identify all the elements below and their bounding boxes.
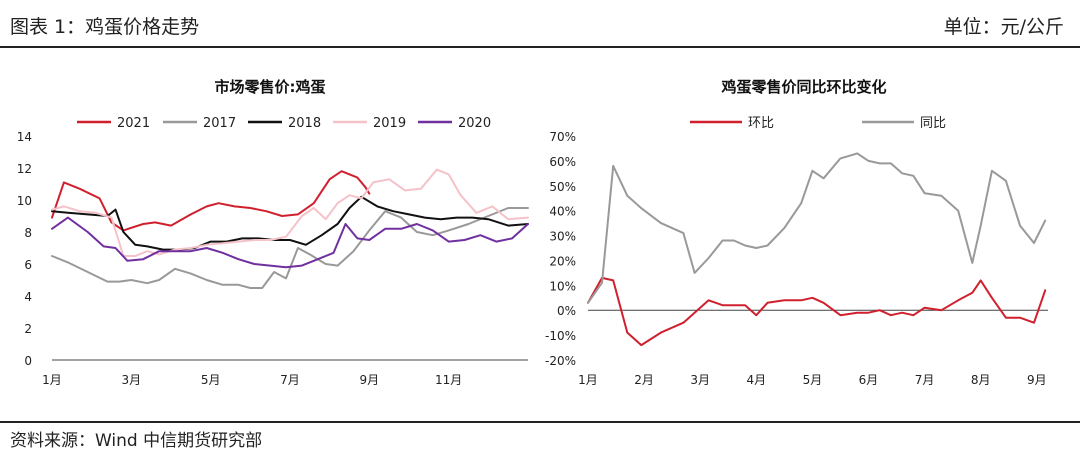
series-line-同比 bbox=[587, 152, 1047, 304]
chart-retail-price: 市场零售价:鸡蛋 2021 2017 2018 2019 2020 0 2 4 6 8 10 12 14 1… bbox=[17, 78, 529, 387]
y-tick-label-4: 8 bbox=[24, 226, 32, 240]
y-tick-label-7: 14 bbox=[17, 130, 32, 144]
x-tick-label-2: 3月 bbox=[690, 373, 710, 387]
x-tick-label-5: 6月 bbox=[859, 373, 879, 387]
x-tick-label-1: 2月 bbox=[634, 373, 654, 387]
series-line-2020 bbox=[51, 216, 529, 269]
x-tick-label-0: 1月 bbox=[42, 373, 62, 387]
x-tick-label-7: 8月 bbox=[971, 373, 991, 387]
legend-label-0: 2021 bbox=[117, 116, 150, 131]
y-tick-label-1: 2 bbox=[24, 322, 32, 336]
series-line-2021 bbox=[51, 170, 371, 232]
y-tick-label-6: 40% bbox=[549, 205, 576, 219]
y-tick-label-6: 12 bbox=[17, 162, 32, 176]
y-tick-label-2: 0% bbox=[557, 304, 576, 318]
x-tick-label-3: 4月 bbox=[746, 373, 766, 387]
y-tick-label-8: 60% bbox=[549, 155, 576, 169]
y-tick-label-0: -20% bbox=[545, 354, 576, 368]
bottom-rule bbox=[0, 421, 1080, 423]
y-tick-label-1: -10% bbox=[545, 329, 576, 343]
y-tick-label-7: 50% bbox=[549, 180, 576, 194]
series-line-2019 bbox=[51, 168, 529, 257]
x-tick-label-2: 5月 bbox=[201, 373, 221, 387]
x-tick-label-4: 9月 bbox=[360, 373, 380, 387]
x-tick-label-5: 11月 bbox=[435, 373, 462, 387]
x-tick-label-8: 9月 bbox=[1027, 373, 1047, 387]
legend-label-3: 2019 bbox=[373, 116, 406, 131]
y-tick-label-3: 6 bbox=[24, 258, 32, 272]
source-note: 资料来源：Wind 中信期货研究部 bbox=[10, 431, 263, 451]
legend-label-4: 2020 bbox=[458, 116, 491, 131]
x-tick-label-0: 1月 bbox=[578, 373, 598, 387]
legend-label-1: 2017 bbox=[203, 116, 236, 131]
x-tick-label-6: 7月 bbox=[915, 373, 935, 387]
chart-title: 鸡蛋零售价同比环比变化 bbox=[720, 78, 886, 96]
legend-label-2: 2018 bbox=[288, 116, 321, 131]
legend-label-1: 同比 bbox=[920, 116, 946, 131]
figure-title: 图表 1：鸡蛋价格走势 bbox=[10, 16, 200, 38]
y-tick-label-0: 0 bbox=[24, 354, 32, 368]
y-tick-label-4: 20% bbox=[549, 254, 576, 268]
legend-label-0: 环比 bbox=[748, 116, 774, 131]
y-tick-label-5: 10 bbox=[17, 194, 32, 208]
y-tick-label-3: 10% bbox=[549, 279, 576, 293]
chart-title: 市场零售价:鸡蛋 bbox=[215, 78, 326, 96]
y-tick-label-5: 30% bbox=[549, 230, 576, 244]
x-tick-label-1: 3月 bbox=[122, 373, 142, 387]
series-line-环比 bbox=[587, 276, 1047, 347]
series-line-2018 bbox=[51, 195, 529, 251]
unit-label: 单位：元/公斤 bbox=[943, 16, 1064, 38]
x-tick-label-4: 5月 bbox=[803, 373, 823, 387]
y-tick-label-2: 4 bbox=[24, 290, 32, 304]
x-tick-label-3: 7月 bbox=[280, 373, 300, 387]
y-tick-label-9: 70% bbox=[549, 130, 576, 144]
top-rule bbox=[0, 46, 1080, 48]
header: 图表 1：鸡蛋价格走势 单位：元/公斤 bbox=[0, 0, 1080, 46]
series-line-2017 bbox=[51, 207, 529, 289]
